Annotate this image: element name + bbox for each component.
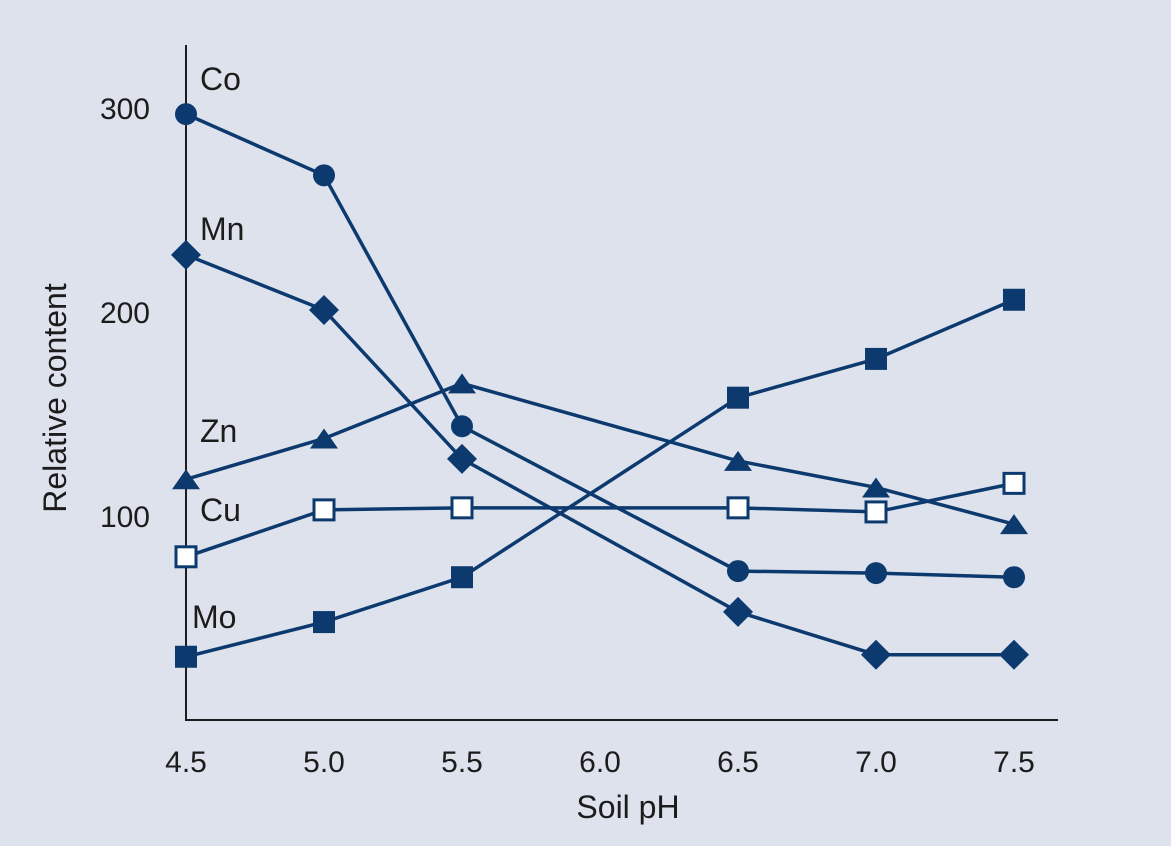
co-point: [175, 103, 197, 126]
mo-line: [185, 298, 1015, 659]
mo-series-label: Mo: [192, 599, 236, 635]
mn-point: [309, 294, 339, 325]
x-tick-label: 6.0: [579, 746, 621, 779]
mn-point: [171, 239, 201, 270]
cu-point: [726, 496, 750, 520]
mn-line: [185, 253, 1014, 657]
cu-point: [864, 500, 888, 524]
x-tick-label: 7.0: [855, 746, 897, 779]
x-tick-label: 6.5: [717, 746, 759, 779]
mo-point: [1003, 288, 1025, 311]
x-tick-label: 4.5: [165, 746, 207, 779]
zn-point: [862, 477, 890, 498]
co-point: [451, 415, 473, 438]
mn-point: [999, 639, 1029, 670]
cu-line: [185, 481, 1015, 559]
mn-point: [447, 443, 477, 474]
co-series-label: Co: [200, 61, 241, 97]
x-axis-title: Soil pH: [576, 789, 679, 825]
zn-point: [1000, 514, 1028, 535]
mn-series-label: Mn: [200, 211, 244, 247]
co-point: [865, 562, 887, 585]
axes: [185, 45, 1058, 721]
cu-point: [1002, 471, 1026, 495]
cu-point: [450, 496, 474, 520]
zn-point: [172, 469, 200, 490]
mo-point: [865, 347, 887, 370]
cu-point: [312, 498, 336, 522]
zn-line: [185, 381, 1015, 526]
co-point: [1003, 566, 1025, 589]
zn-point: [724, 450, 752, 471]
x-tick-label: 5.0: [303, 746, 345, 779]
y-tick-labels: 100 200 300: [100, 93, 150, 534]
mo-point: [175, 645, 197, 668]
zn-point: [310, 428, 338, 449]
y-tick-label: 300: [100, 93, 150, 126]
co-line: [185, 112, 1015, 579]
x-tick-labels: 4.5 5.0 5.5 6.0 6.5 7.0 7.5: [165, 746, 1035, 779]
mn-point: [723, 596, 753, 627]
co-point: [727, 560, 749, 583]
y-axis-title: Relative content: [37, 283, 73, 513]
series-layer: [171, 103, 1029, 670]
zn-series-label: Zn: [200, 413, 237, 449]
mo-point: [313, 611, 335, 634]
x-tick-label: 5.5: [441, 746, 483, 779]
mo-point: [451, 566, 473, 589]
series-labels: Co Mn Zn Cu Mo: [192, 61, 244, 635]
y-tick-label: 200: [100, 297, 150, 330]
mn-point: [861, 639, 891, 670]
zn-point: [448, 373, 476, 394]
x-tick-label: 7.5: [993, 746, 1035, 779]
cu-point: [174, 545, 198, 569]
cu-series-label: Cu: [200, 492, 241, 528]
mo-point: [727, 386, 749, 409]
y-tick-label: 100: [100, 501, 150, 534]
co-point: [313, 164, 335, 187]
